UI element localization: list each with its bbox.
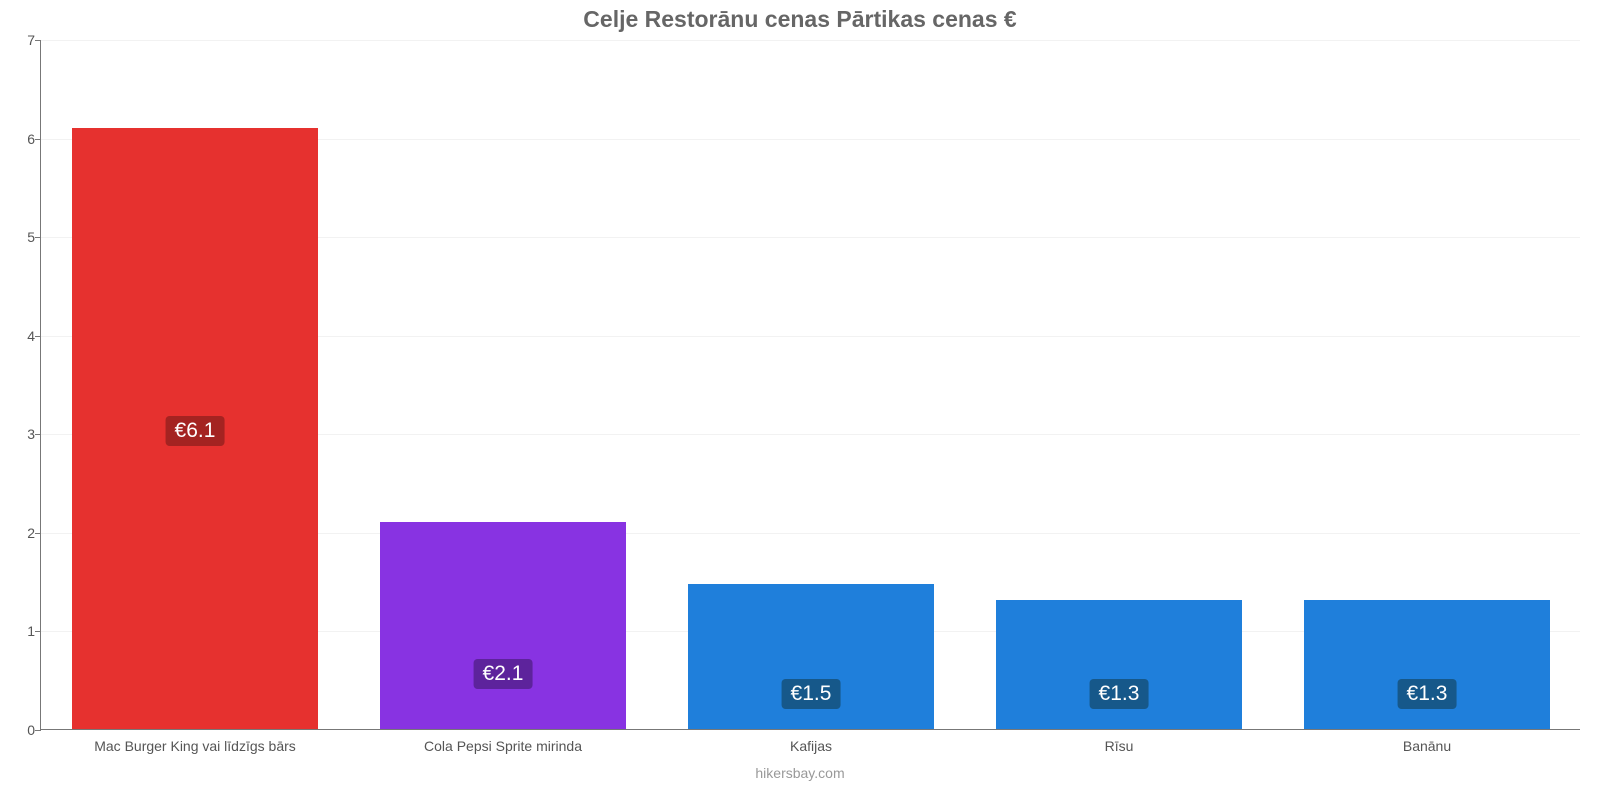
price-chart: Celje Restorānu cenas Pārtikas cenas € 0… xyxy=(0,0,1600,800)
y-tick-mark xyxy=(35,533,41,534)
bar: €1.5 xyxy=(688,584,934,729)
value-badge: €1.5 xyxy=(782,679,841,709)
y-tick-label: 3 xyxy=(11,426,35,442)
value-badge: €1.3 xyxy=(1398,679,1457,709)
y-tick-label: 7 xyxy=(11,32,35,48)
y-tick-mark xyxy=(35,434,41,435)
y-tick-mark xyxy=(35,237,41,238)
attribution: hikersbay.com xyxy=(0,765,1600,781)
y-tick-label: 5 xyxy=(11,229,35,245)
y-tick-label: 6 xyxy=(11,131,35,147)
value-badge: €6.1 xyxy=(166,416,225,446)
category-label: Banānu xyxy=(1403,738,1451,754)
value-badge: €2.1 xyxy=(474,659,533,689)
bar: €1.3 xyxy=(996,600,1242,729)
category-label: Rīsu xyxy=(1105,738,1134,754)
y-tick-label: 1 xyxy=(11,623,35,639)
y-tick-mark xyxy=(35,336,41,337)
bar: €6.1 xyxy=(72,128,318,729)
y-tick-mark xyxy=(35,139,41,140)
chart-title: Celje Restorānu cenas Pārtikas cenas € xyxy=(0,6,1600,33)
category-label: Mac Burger King vai līdzīgs bārs xyxy=(94,738,296,754)
y-tick-mark xyxy=(35,730,41,731)
y-tick-mark xyxy=(35,40,41,41)
category-label: Cola Pepsi Sprite mirinda xyxy=(424,738,582,754)
gridline xyxy=(41,40,1580,41)
plot-area: 01234567€6.1Mac Burger King vai līdzīgs … xyxy=(40,40,1580,730)
y-tick-label: 0 xyxy=(11,722,35,738)
y-tick-label: 2 xyxy=(11,525,35,541)
bar: €2.1 xyxy=(380,522,626,729)
y-tick-label: 4 xyxy=(11,328,35,344)
value-badge: €1.3 xyxy=(1090,679,1149,709)
category-label: Kafijas xyxy=(790,738,832,754)
bar: €1.3 xyxy=(1304,600,1550,729)
y-tick-mark xyxy=(35,631,41,632)
